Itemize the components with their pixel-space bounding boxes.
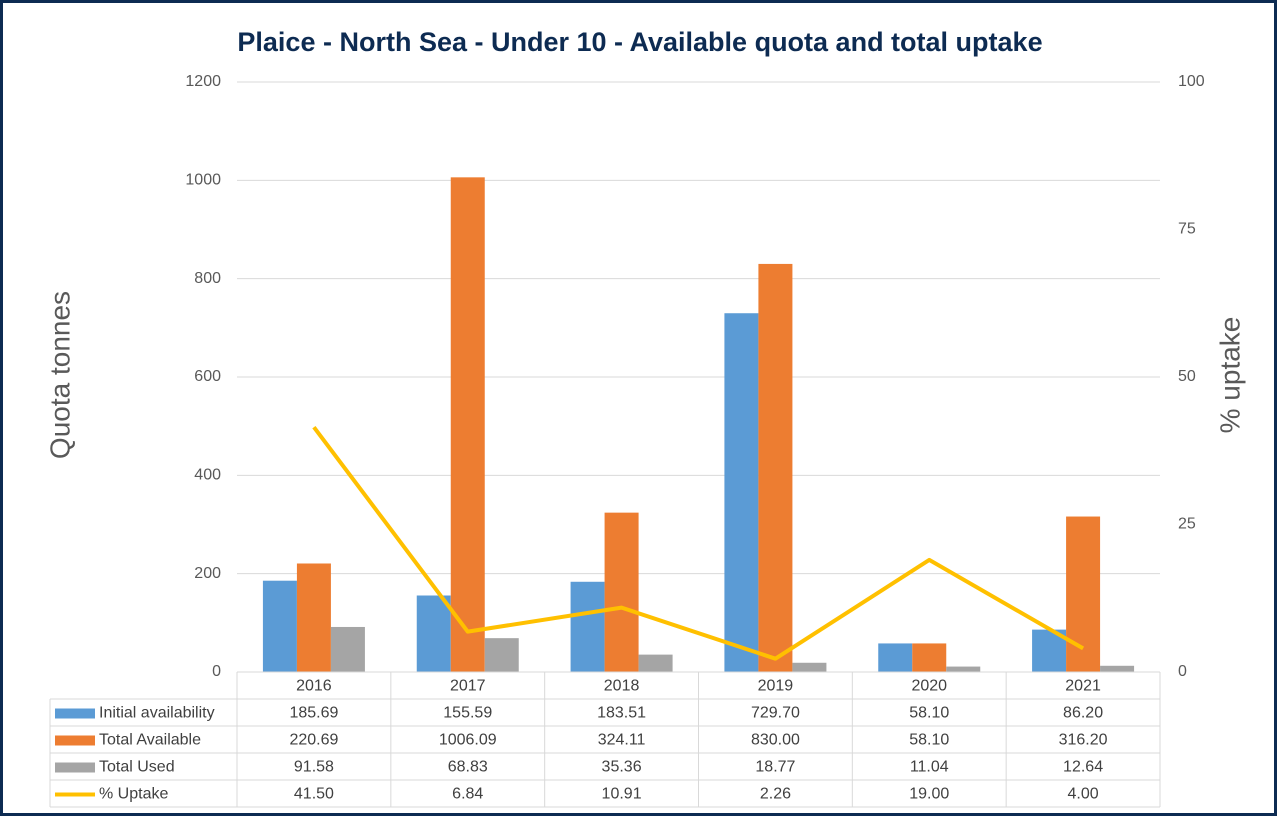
y2-tick-label: 25 — [1178, 516, 1196, 533]
table-cell: 324.11 — [598, 732, 646, 749]
table-cell: 220.69 — [289, 732, 338, 749]
table-cell: 68.83 — [448, 759, 488, 776]
table-cell: 729.70 — [751, 705, 800, 722]
legend-label: Total Available — [99, 732, 201, 749]
table-cell: 830.00 — [751, 732, 800, 749]
table-cell: 35.36 — [602, 759, 642, 776]
bar — [912, 643, 947, 672]
y-tick-label: 1200 — [185, 73, 221, 90]
legend-label: Initial availability — [99, 705, 215, 722]
x-tick-label: 2016 — [296, 678, 332, 695]
table-cell: 4.00 — [1068, 786, 1099, 803]
bar — [570, 581, 605, 672]
table-cell: 58.10 — [909, 732, 949, 749]
x-tick-label: 2018 — [604, 678, 640, 695]
bar — [1100, 665, 1135, 672]
legend-label: % Uptake — [99, 786, 168, 803]
table-cell: 183.51 — [597, 705, 646, 722]
bar — [758, 263, 793, 672]
y-tick-label: 400 — [194, 467, 221, 484]
legend-key — [55, 708, 95, 719]
bar — [484, 638, 519, 672]
x-tick-label: 2019 — [758, 678, 794, 695]
bar — [724, 313, 759, 672]
bar — [262, 580, 297, 672]
table-cell: 316.20 — [1059, 732, 1108, 749]
y2-tick-label: 50 — [1178, 368, 1196, 385]
table-cell: 58.10 — [909, 705, 949, 722]
legend-key — [55, 762, 95, 773]
y2-tick-label: 0 — [1178, 663, 1187, 680]
y-tick-label: 0 — [212, 663, 221, 680]
table-cell: 185.69 — [289, 705, 338, 722]
bar — [330, 626, 365, 672]
y2-axis-label: % uptake — [1214, 317, 1245, 434]
table-cell: 2.26 — [760, 786, 791, 803]
bar — [792, 662, 827, 672]
table-cell: 6.84 — [452, 786, 483, 803]
y-axis-label: Quota tonnes — [44, 291, 75, 459]
table-cell: 155.59 — [443, 705, 492, 722]
bar — [296, 563, 331, 672]
bar — [416, 595, 451, 672]
bar — [638, 654, 673, 672]
y-tick-label: 1000 — [185, 172, 221, 189]
legend-key — [55, 735, 95, 746]
line — [312, 425, 1085, 661]
bar — [450, 177, 485, 672]
table-cell: 86.20 — [1063, 705, 1103, 722]
table-cell: 41.50 — [294, 786, 334, 803]
table-cell: 12.64 — [1063, 759, 1103, 776]
bar — [878, 643, 913, 672]
y-tick-label: 200 — [194, 565, 221, 582]
bar — [604, 512, 639, 672]
table-cell: 91.58 — [294, 759, 334, 776]
table-cell: 1006.09 — [439, 732, 497, 749]
y2-tick-label: 100 — [1178, 73, 1205, 90]
table-cell: 18.77 — [755, 759, 795, 776]
x-tick-label: 2017 — [450, 678, 486, 695]
y2-tick-label: 75 — [1178, 221, 1196, 238]
x-tick-label: 2021 — [1065, 678, 1101, 695]
bar — [1066, 516, 1101, 672]
x-tick-label: 2020 — [911, 678, 947, 695]
bar — [946, 666, 981, 672]
table-cell: 11.04 — [910, 759, 949, 776]
table-cell: 19.00 — [909, 786, 949, 803]
chart-title: Plaice - North Sea - Under 10 - Availabl… — [237, 27, 1042, 57]
y-tick-label: 800 — [194, 270, 221, 287]
legend-label: Total Used — [99, 759, 175, 776]
table-cell: 10.91 — [602, 786, 642, 803]
y-tick-label: 600 — [194, 368, 221, 385]
